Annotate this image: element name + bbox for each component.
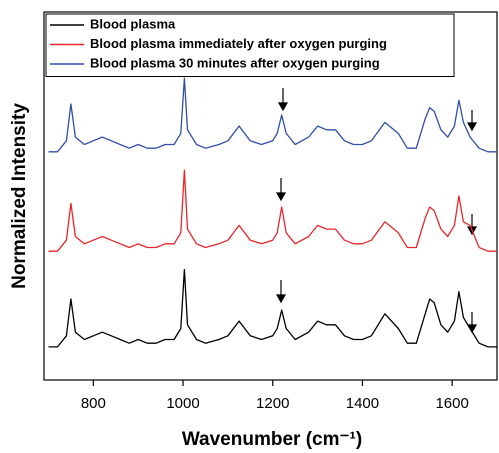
series-line [48,77,497,153]
plot-frame [43,11,498,381]
legend-label: Blood plasma immediately after oxygen pu… [90,36,387,51]
x-tick-label: 1200 [256,395,289,412]
arrow-head [277,102,289,112]
arrow-head [275,294,287,304]
series-line [48,268,497,348]
arrow-head [466,122,478,132]
legend-label: Blood plasma [90,16,176,31]
x-axis-label: Wavenumber (cm⁻¹) [182,429,362,450]
x-tick-label: 800 [81,395,106,412]
x-tick-label: 1400 [346,395,379,412]
annotation-arrows [275,88,478,334]
series-line [48,169,497,252]
y-axis-label: Normalized Intensity [9,103,30,289]
x-tick-label: 1600 [435,395,468,412]
legend-box [45,13,455,77]
arrow-head [275,192,287,202]
x-tick-label: 1000 [166,395,199,412]
legend-label: Blood plasma 30 minutes after oxygen pur… [90,55,380,70]
